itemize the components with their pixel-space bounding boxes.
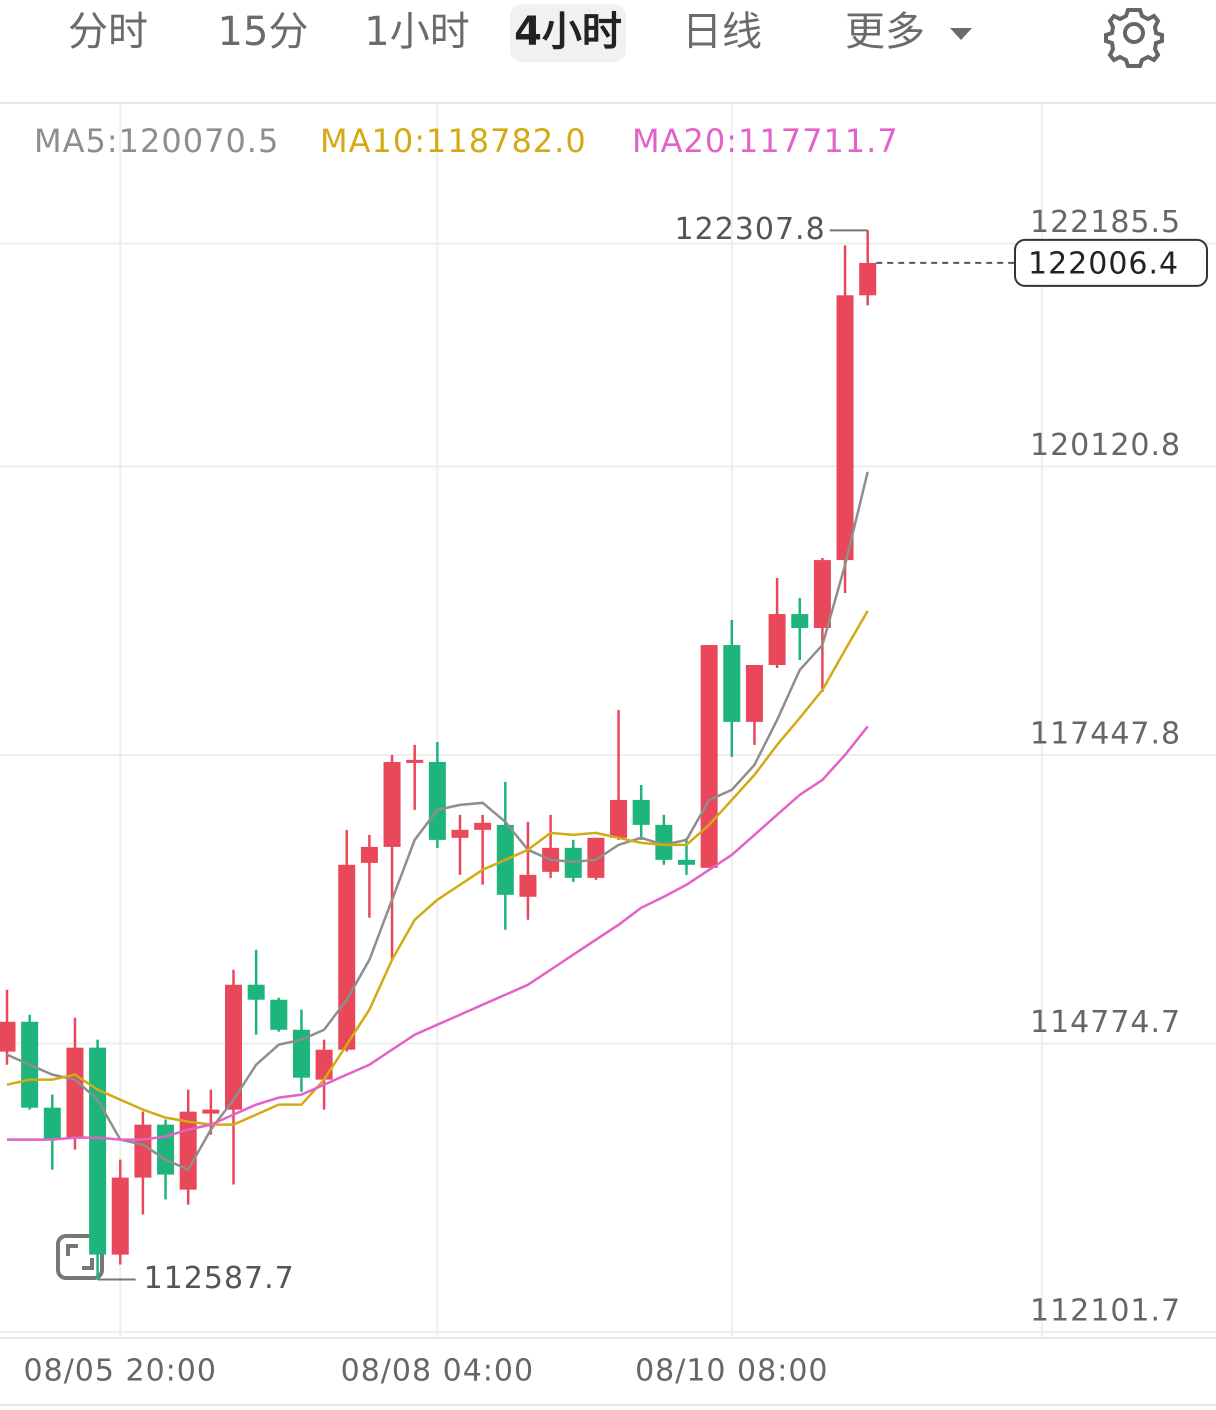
low-label: 112587.7 xyxy=(144,1261,295,1296)
legend-entry: MA20:117711.7 xyxy=(632,122,899,160)
y-tick-label: 120120.8 xyxy=(1030,428,1181,463)
candle-body xyxy=(723,645,741,722)
x-tick-label: 08/10 08:00 xyxy=(635,1354,828,1389)
candle-body xyxy=(859,262,877,296)
candle-body xyxy=(587,837,605,878)
candle-body xyxy=(202,1109,220,1114)
dropdown-arrow[interactable] xyxy=(950,28,972,40)
legend: MA5:120070.5 MA10:118782.0 MA20:117711.7 xyxy=(34,122,899,160)
candle-body xyxy=(700,645,718,868)
candle-body xyxy=(111,1177,129,1255)
x-tick-label: 08/08 04:00 xyxy=(341,1354,534,1389)
candle-body xyxy=(813,560,831,628)
candle-body xyxy=(383,761,401,847)
candle-body xyxy=(270,999,288,1030)
candle-body xyxy=(134,1124,152,1178)
candle-body xyxy=(836,295,854,561)
candle-body xyxy=(315,1049,333,1080)
candle-body xyxy=(225,984,242,1110)
price-label: 122006.4 xyxy=(1028,246,1179,281)
candle-body xyxy=(632,799,650,825)
candle-body xyxy=(428,761,446,840)
ma-line xyxy=(6,610,869,1126)
x-tick-label: 08/05 20:00 xyxy=(24,1354,217,1389)
ma-line xyxy=(6,471,869,1172)
candle-body xyxy=(678,859,695,865)
y-tick-label: 117447.8 xyxy=(1030,716,1181,751)
plot: 122307.8 112587.7 122006.4 xyxy=(0,212,1208,1296)
tab[interactable]: 4小时 xyxy=(514,9,622,55)
tab[interactable]: 15分 xyxy=(218,9,309,55)
candle-body xyxy=(89,1047,107,1255)
candle-body xyxy=(474,822,492,830)
y-tick-label: 122185.5 xyxy=(1030,205,1181,240)
fullscreen-icon[interactable] xyxy=(56,1234,104,1280)
high-label: 122307.8 xyxy=(675,212,826,247)
candle-body xyxy=(745,665,763,722)
candle-body xyxy=(791,614,809,628)
candle-body xyxy=(451,829,469,838)
tab[interactable]: 更多 xyxy=(845,9,925,55)
y-tick-label: 114774.7 xyxy=(1030,1005,1181,1040)
tab[interactable]: 分时 xyxy=(68,9,148,55)
candle-body xyxy=(338,864,356,1050)
candle-body xyxy=(519,874,537,897)
legend-entry: MA5:120070.5 xyxy=(34,122,279,160)
y-tick-label: 112101.7 xyxy=(1030,1294,1181,1329)
candle-body xyxy=(610,799,628,838)
candle-body xyxy=(66,1047,84,1138)
active-tab-bg xyxy=(510,4,626,62)
price-box xyxy=(1014,238,1208,287)
candle-body xyxy=(360,846,378,863)
candle-body xyxy=(406,759,424,763)
tab[interactable]: 1小时 xyxy=(364,9,469,55)
tab[interactable]: 日线 xyxy=(682,9,762,55)
candle-body xyxy=(247,984,265,1000)
candle-body xyxy=(43,1107,61,1140)
ma-line xyxy=(7,725,869,1141)
candle-body xyxy=(655,824,673,860)
candle-body xyxy=(157,1124,175,1175)
grid: 122185.5 120120.8 117447.8 114774.7 112101.7… xyxy=(0,103,1216,1389)
tab-bar: 分时 15分 1小时 4小时 日线 更多 xyxy=(68,4,925,62)
settings-icon[interactable] xyxy=(1104,8,1164,68)
candle-body xyxy=(768,614,786,666)
legend-entry: MA10:118782.0 xyxy=(320,122,587,160)
candle-body xyxy=(0,1021,16,1052)
